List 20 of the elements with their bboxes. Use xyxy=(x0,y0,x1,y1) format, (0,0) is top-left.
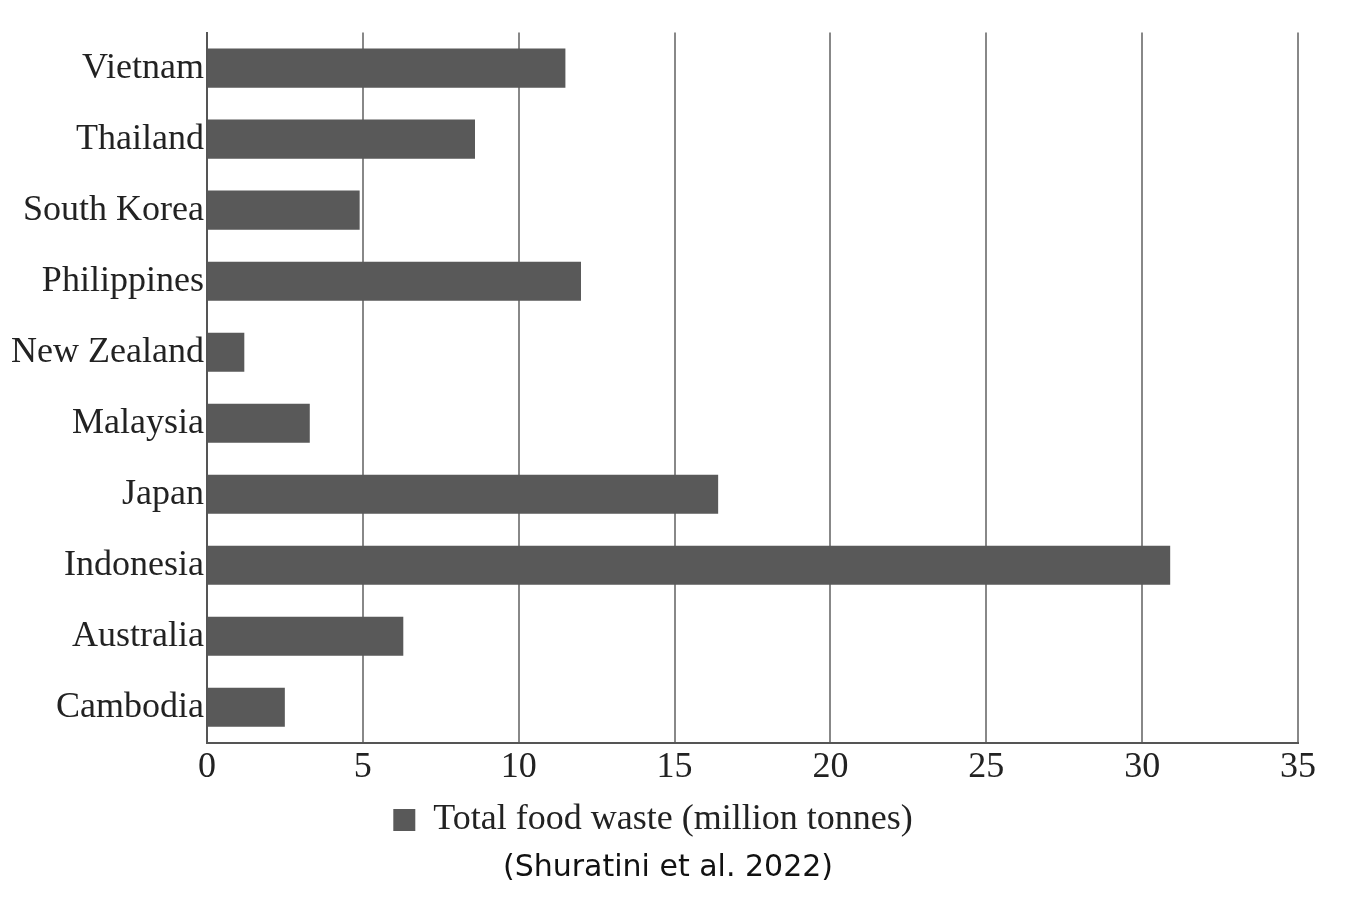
y-tick-label: Thailand xyxy=(75,116,204,157)
y-tick-label: Indonesia xyxy=(63,542,204,583)
x-tick-label: 15 xyxy=(656,744,693,785)
legend-label: Total food waste (million tonnes) xyxy=(433,797,913,838)
y-tick-label: New Zealand xyxy=(11,329,204,370)
y-tick-label: Malaysia xyxy=(71,400,204,441)
y-tick-label: South Korea xyxy=(22,187,204,228)
x-tick-label: 30 xyxy=(1124,744,1161,785)
y-tick-label: Japan xyxy=(121,471,204,512)
y-tick-label: Philippines xyxy=(41,258,204,299)
x-tick-label: 20 xyxy=(812,744,849,785)
text: (Shuratini et al. 2022) xyxy=(501,848,835,883)
x-tick-label: 25 xyxy=(968,744,1005,785)
x-tick-label: 0 xyxy=(197,744,216,785)
x-tick-label: 10 xyxy=(500,744,537,785)
y-tick-label: Australia xyxy=(71,613,204,654)
x-tick-label: 35 xyxy=(1280,744,1316,785)
x-tick-label: 5 xyxy=(353,744,372,785)
y-tick-label: Vietnam xyxy=(82,45,204,86)
y-tick-label: Cambodia xyxy=(55,684,204,725)
